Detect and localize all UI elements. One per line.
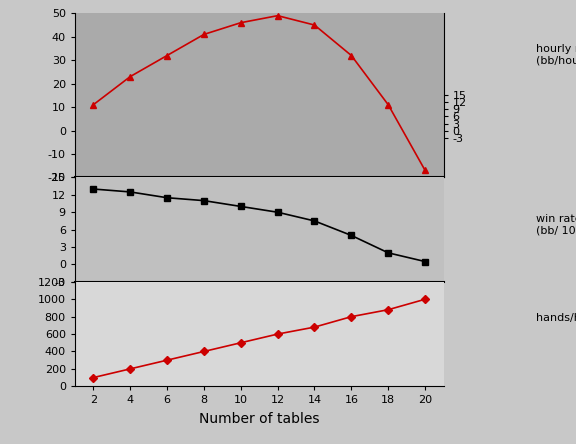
X-axis label: Number of tables: Number of tables [199, 412, 320, 426]
Text: hourly rate
(bb/hour): hourly rate (bb/hour) [536, 44, 576, 65]
Text: hands/hour: hands/hour [536, 313, 576, 323]
Text: win rate
(bb/ 100): win rate (bb/ 100) [536, 214, 576, 235]
